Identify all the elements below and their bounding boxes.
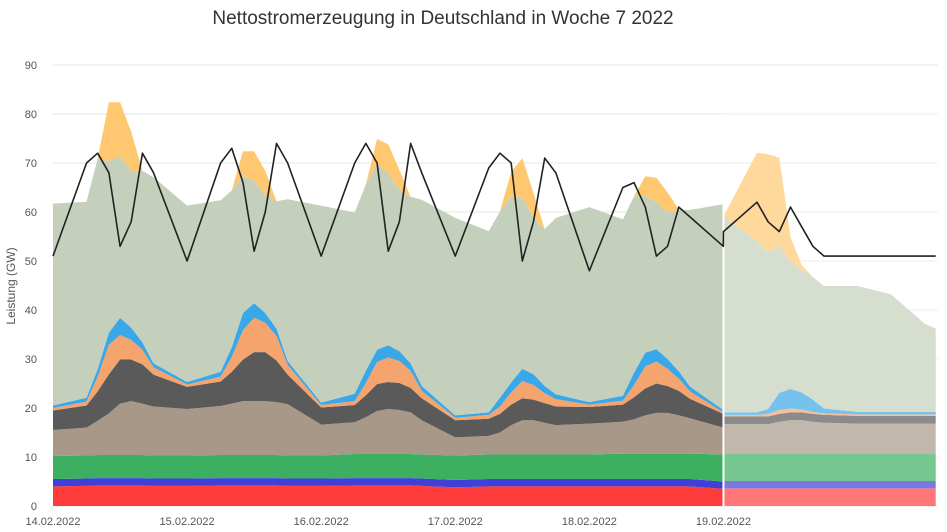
y-tick-label: 10	[25, 452, 37, 464]
y-tick-label: 0	[31, 501, 37, 513]
x-tick-label: 16.02.2022	[294, 516, 349, 528]
area-series-0	[53, 485, 936, 506]
y-axis-label: Leistung (GW)	[4, 247, 18, 324]
area-series-2	[53, 453, 936, 482]
load-line	[52, 142, 936, 272]
x-tick-label: 14.02.2022	[25, 516, 80, 528]
y-tick-label: 40	[25, 305, 37, 317]
stacked-areas	[53, 102, 936, 506]
x-tick-label: 15.02.2022	[160, 516, 215, 528]
y-tick-label: 20	[25, 403, 37, 415]
forecast-overlay	[722, 65, 938, 506]
axes: 0 10 20 30 40 50 60 70 80 90 14.02.2022 15.02.2022 1…	[25, 60, 751, 528]
x-tick-label: 17.02.2022	[428, 516, 483, 528]
area-series-4	[53, 352, 936, 438]
y-tick-label: 30	[25, 354, 37, 366]
area-series-6	[53, 303, 936, 418]
y-tick-label: 60	[25, 207, 37, 219]
y-tick-label: 50	[25, 256, 37, 268]
y-tick-label: 80	[25, 109, 37, 121]
x-tick-label: 19.02.2022	[696, 516, 751, 528]
area-series-7	[53, 156, 936, 416]
y-tick-label: 90	[25, 60, 37, 72]
area-series-3	[53, 401, 936, 457]
x-tick-label: 18.02.2022	[562, 516, 617, 528]
area-series-5	[53, 317, 936, 421]
y-tick-label: 70	[25, 158, 37, 170]
area-series-1	[53, 478, 936, 489]
forecast-shade	[723, 65, 938, 506]
area-series-8	[53, 102, 936, 329]
chart-title: Nettostromerzeugung in Deutschland in Wo…	[212, 8, 673, 29]
load-series-line	[52, 142, 936, 272]
